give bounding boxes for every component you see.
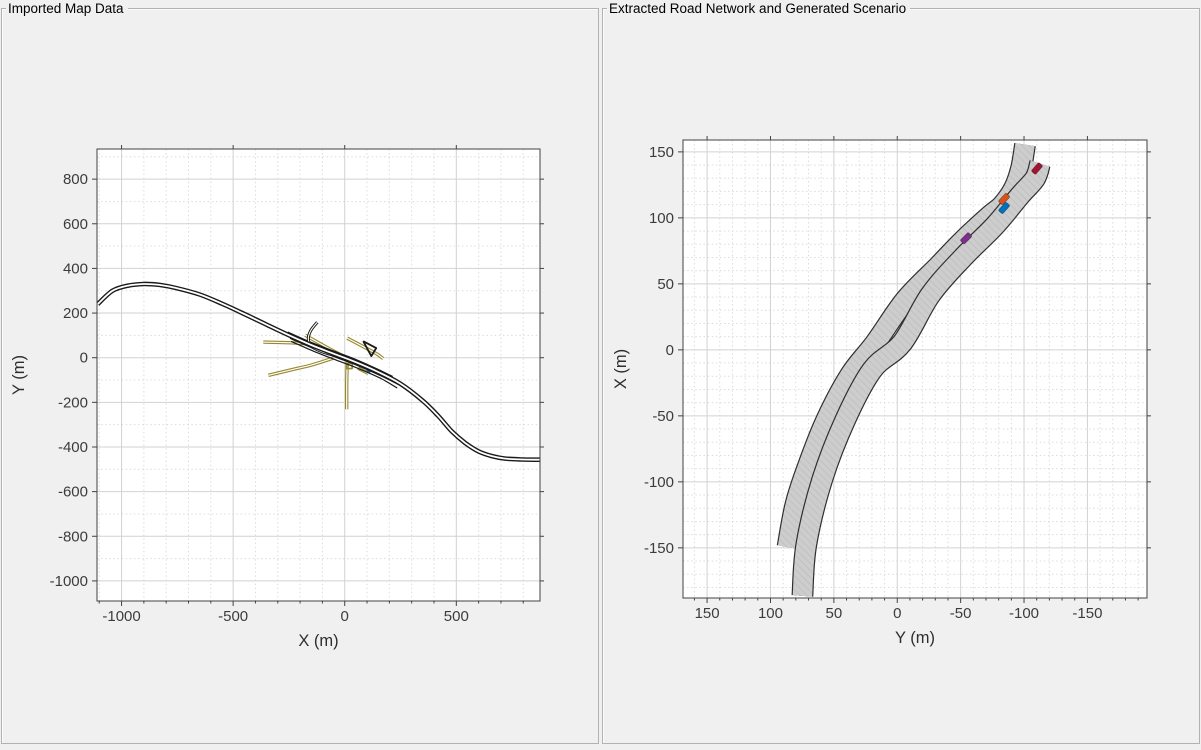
y-tick-label: 100 bbox=[649, 210, 674, 227]
x-tick-label: 0 bbox=[893, 605, 901, 622]
x-tick-label: 100 bbox=[758, 605, 783, 622]
x-tick-label: 150 bbox=[695, 605, 720, 622]
tick-marks bbox=[92, 145, 544, 606]
series-olive-road-upper-right-parallel-inner bbox=[346, 337, 384, 360]
plot-imported-map: -1000 -500 0 500 -1000 -800 -600 -400 -200 0 200 40… bbox=[10, 145, 544, 650]
plot-area bbox=[683, 140, 1147, 598]
x-tick-label: 50 bbox=[826, 605, 843, 622]
series-ramp-triangle-loop bbox=[362, 340, 378, 357]
x-tick-label: -150 bbox=[1072, 605, 1102, 622]
series-olive-loop-square bbox=[345, 362, 354, 370]
x-axis-label: Y (m) bbox=[895, 629, 935, 647]
y-tick-label: 0 bbox=[666, 342, 674, 359]
y-tick-label: -150 bbox=[644, 540, 674, 557]
y-tick-label: 150 bbox=[649, 144, 674, 161]
plot-extracted-scenario: 150 100 50 0 -50 -100 -150-150-100-50050100150… bbox=[612, 136, 1151, 647]
tick-marks bbox=[678, 136, 1151, 603]
y-tick-label: -800 bbox=[58, 528, 88, 545]
x-tick-label: -500 bbox=[218, 608, 248, 625]
y-tick-label: -200 bbox=[58, 394, 88, 411]
vehicle-blue bbox=[998, 202, 1010, 214]
x-tick-label: -100 bbox=[1009, 605, 1039, 622]
x-tick-label: 500 bbox=[444, 608, 469, 625]
series-highway-parallel-lane-lower-2 bbox=[290, 340, 398, 389]
series-main-highway-inner bbox=[97, 283, 540, 461]
y-axis-label: Y (m) bbox=[10, 355, 28, 395]
axes-box bbox=[96, 148, 541, 602]
panel-extracted-scenario: Extracted Road Network and Generated Sce… bbox=[602, 0, 1200, 744]
minor-grid bbox=[97, 149, 540, 601]
panel-title-extracted-scenario: Extracted Road Network and Generated Sce… bbox=[607, 0, 911, 17]
series-olive-road-southwest-branch-inner bbox=[268, 357, 334, 376]
data-layer bbox=[776, 142, 1051, 597]
y-axis-label: X (m) bbox=[612, 349, 630, 389]
y-tick-label: -100 bbox=[644, 474, 674, 491]
data-layer bbox=[97, 281, 540, 462]
series-blue-route-segment bbox=[366, 369, 371, 374]
y-tick-label: 200 bbox=[63, 305, 88, 322]
x-axis-label: X (m) bbox=[298, 632, 338, 650]
y-tick-label: 800 bbox=[63, 171, 88, 188]
y-tick-label: -1000 bbox=[50, 573, 88, 590]
axes-box bbox=[682, 139, 1148, 599]
x-tick-label: 0 bbox=[341, 608, 349, 625]
tick-labels: -1000 -500 0 500 -1000 -800 -600 -400 -200 0 200 40… bbox=[50, 171, 469, 625]
y-tick-label: 400 bbox=[63, 260, 88, 277]
y-tick-label: -50 bbox=[652, 408, 674, 425]
road-right-carriageway bbox=[792, 160, 1050, 597]
y-tick-label: -600 bbox=[58, 484, 88, 501]
vehicle-orange bbox=[998, 193, 1010, 205]
major-grid bbox=[97, 149, 540, 601]
plot-area bbox=[97, 149, 540, 601]
major-grid bbox=[683, 140, 1147, 598]
y-tick-label: 0 bbox=[80, 350, 88, 367]
y-tick-label: 600 bbox=[63, 216, 88, 233]
tick-labels: 150 100 50 0 -50 -100 -150 -150 -100 -50 0 50 100 150 bbox=[644, 144, 1102, 622]
panel-title-imported-map: Imported Map Data bbox=[6, 0, 128, 17]
y-tick-label: 50 bbox=[657, 276, 674, 293]
x-tick-label: -50 bbox=[950, 605, 972, 622]
vehicle-dark-red bbox=[1031, 162, 1043, 175]
panel-imported-map: Imported Map Data -1000 -500 0 500 -1000 -800… bbox=[1, 0, 599, 744]
vehicle-purple bbox=[960, 232, 972, 245]
y-tick-label: -400 bbox=[58, 439, 88, 456]
x-tick-label: -1000 bbox=[102, 608, 140, 625]
